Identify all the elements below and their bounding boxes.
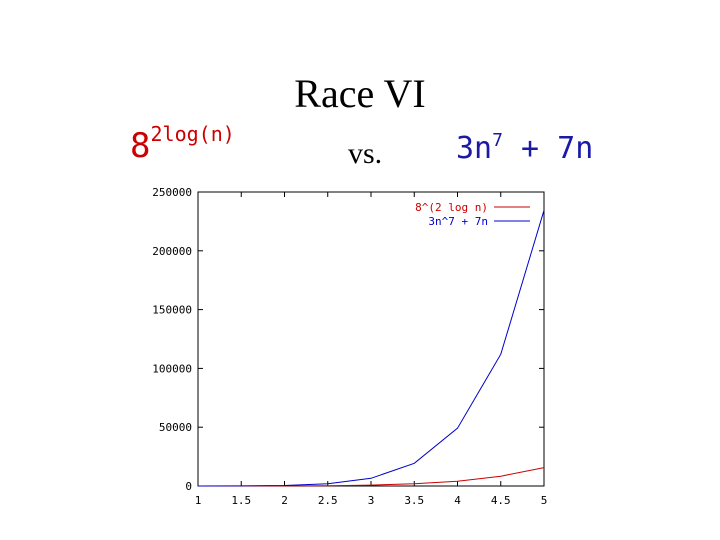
x-tick-label: 3.5: [404, 494, 424, 507]
y-tick-label: 50000: [159, 421, 192, 434]
y-tick-label: 100000: [152, 362, 192, 375]
legend-label-1: 3n^7 + 7n: [428, 215, 488, 228]
series-line-1: [197, 210, 545, 487]
y-tick-label: 200000: [152, 245, 192, 258]
y-tick-label: 250000: [152, 186, 192, 199]
plot-frame: [197, 191, 545, 487]
x-tick-label: 2: [281, 494, 288, 507]
left-formula: 82log(n): [130, 122, 235, 166]
slide-title: Race VI: [294, 71, 426, 116]
right-formula-lead: 3n: [456, 131, 493, 166]
left-formula-base: 8: [130, 126, 151, 166]
y-tick-label: 150000: [152, 304, 192, 317]
x-tick-label: 4: [454, 494, 461, 507]
x-tick-label: 1.5: [231, 494, 251, 507]
left-formula-exponent: 2log(n): [150, 122, 235, 146]
right-formula: 3n7 + 7n: [456, 130, 593, 166]
x-tick-label: 3: [368, 494, 375, 507]
x-tick-label: 5: [541, 494, 548, 507]
right-formula-exponent: 7: [492, 130, 503, 151]
y-tick-label: 0: [185, 480, 192, 493]
right-formula-tail: + 7n: [502, 131, 594, 166]
x-tick-label: 2.5: [318, 494, 338, 507]
legend-label-0: 8^(2 log n): [415, 201, 488, 214]
versus-label: vs.: [348, 137, 383, 170]
x-tick-label: 1: [195, 494, 202, 507]
x-tick-label: 4.5: [491, 494, 511, 507]
